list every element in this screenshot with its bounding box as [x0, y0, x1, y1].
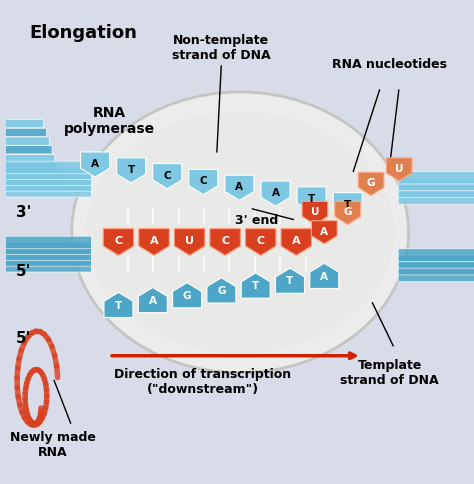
FancyBboxPatch shape	[5, 172, 61, 180]
Text: A: A	[150, 236, 158, 246]
Text: G: G	[217, 286, 226, 296]
Text: Direction of transcription
("downstream"): Direction of transcription ("downstream"…	[114, 368, 291, 396]
Polygon shape	[281, 229, 311, 256]
FancyBboxPatch shape	[398, 171, 474, 184]
Text: 5': 5'	[16, 332, 31, 346]
Polygon shape	[358, 172, 384, 196]
FancyBboxPatch shape	[5, 163, 58, 171]
FancyBboxPatch shape	[5, 173, 91, 185]
Polygon shape	[81, 152, 109, 177]
FancyBboxPatch shape	[398, 178, 474, 191]
Text: U: U	[310, 207, 319, 217]
Polygon shape	[207, 278, 236, 303]
Text: G: G	[344, 207, 352, 217]
Text: A: A	[320, 227, 328, 237]
Text: C: C	[114, 236, 123, 246]
Polygon shape	[310, 263, 339, 288]
Text: Elongation: Elongation	[29, 24, 137, 42]
Polygon shape	[174, 229, 205, 256]
FancyBboxPatch shape	[5, 181, 63, 189]
Text: G: G	[183, 291, 191, 301]
Polygon shape	[189, 169, 218, 195]
Text: RNA nucleotides: RNA nucleotides	[332, 58, 447, 71]
FancyBboxPatch shape	[5, 248, 91, 260]
Polygon shape	[261, 181, 290, 206]
FancyBboxPatch shape	[398, 262, 474, 275]
Text: T: T	[128, 165, 135, 175]
FancyBboxPatch shape	[5, 236, 91, 249]
FancyBboxPatch shape	[398, 185, 474, 197]
Text: T: T	[115, 301, 122, 311]
FancyBboxPatch shape	[5, 179, 91, 191]
Ellipse shape	[72, 92, 409, 373]
Text: A: A	[236, 182, 244, 192]
Text: 5': 5'	[16, 264, 31, 278]
FancyBboxPatch shape	[5, 161, 91, 174]
Text: Newly made
RNA: Newly made RNA	[10, 431, 96, 459]
Text: T: T	[286, 276, 293, 287]
Polygon shape	[210, 229, 240, 256]
Polygon shape	[117, 158, 146, 183]
Polygon shape	[386, 158, 412, 181]
Polygon shape	[335, 201, 361, 225]
FancyBboxPatch shape	[5, 137, 49, 145]
Text: T: T	[308, 194, 315, 204]
Text: A: A	[320, 272, 328, 282]
FancyBboxPatch shape	[5, 120, 44, 128]
Polygon shape	[139, 229, 169, 256]
Text: C: C	[256, 236, 265, 246]
FancyBboxPatch shape	[5, 167, 91, 180]
Text: C: C	[221, 236, 229, 246]
Polygon shape	[333, 193, 362, 218]
Polygon shape	[104, 292, 133, 318]
Polygon shape	[153, 164, 182, 189]
FancyBboxPatch shape	[398, 249, 474, 261]
Polygon shape	[173, 283, 201, 308]
Text: A: A	[292, 236, 301, 246]
Text: C: C	[164, 170, 171, 181]
FancyBboxPatch shape	[398, 192, 474, 204]
FancyBboxPatch shape	[5, 259, 91, 272]
Polygon shape	[103, 229, 134, 256]
FancyBboxPatch shape	[5, 154, 55, 163]
Polygon shape	[241, 273, 270, 298]
Text: A: A	[91, 159, 99, 169]
Text: RNA
polymerase: RNA polymerase	[64, 106, 155, 136]
Text: Non-template
strand of DNA: Non-template strand of DNA	[172, 34, 271, 62]
Polygon shape	[297, 187, 326, 212]
Ellipse shape	[86, 111, 394, 353]
Text: U: U	[185, 236, 194, 246]
FancyBboxPatch shape	[5, 184, 91, 197]
Text: 3': 3'	[16, 206, 31, 220]
Text: T: T	[344, 199, 351, 210]
Polygon shape	[246, 229, 276, 256]
Text: G: G	[367, 178, 375, 188]
Text: C: C	[200, 176, 207, 186]
FancyBboxPatch shape	[5, 254, 91, 266]
Polygon shape	[138, 287, 167, 313]
Text: T: T	[252, 281, 259, 291]
Polygon shape	[225, 175, 254, 200]
Text: A: A	[272, 188, 280, 198]
Polygon shape	[275, 268, 304, 293]
Text: U: U	[395, 164, 403, 174]
Polygon shape	[311, 221, 337, 244]
FancyBboxPatch shape	[5, 128, 46, 136]
Text: Template
strand of DNA: Template strand of DNA	[340, 359, 439, 387]
FancyBboxPatch shape	[398, 269, 474, 282]
Polygon shape	[302, 201, 328, 225]
Text: 3' end: 3' end	[236, 214, 279, 227]
FancyBboxPatch shape	[5, 242, 91, 255]
Text: A: A	[149, 296, 157, 306]
FancyBboxPatch shape	[398, 256, 474, 268]
FancyBboxPatch shape	[5, 146, 52, 154]
